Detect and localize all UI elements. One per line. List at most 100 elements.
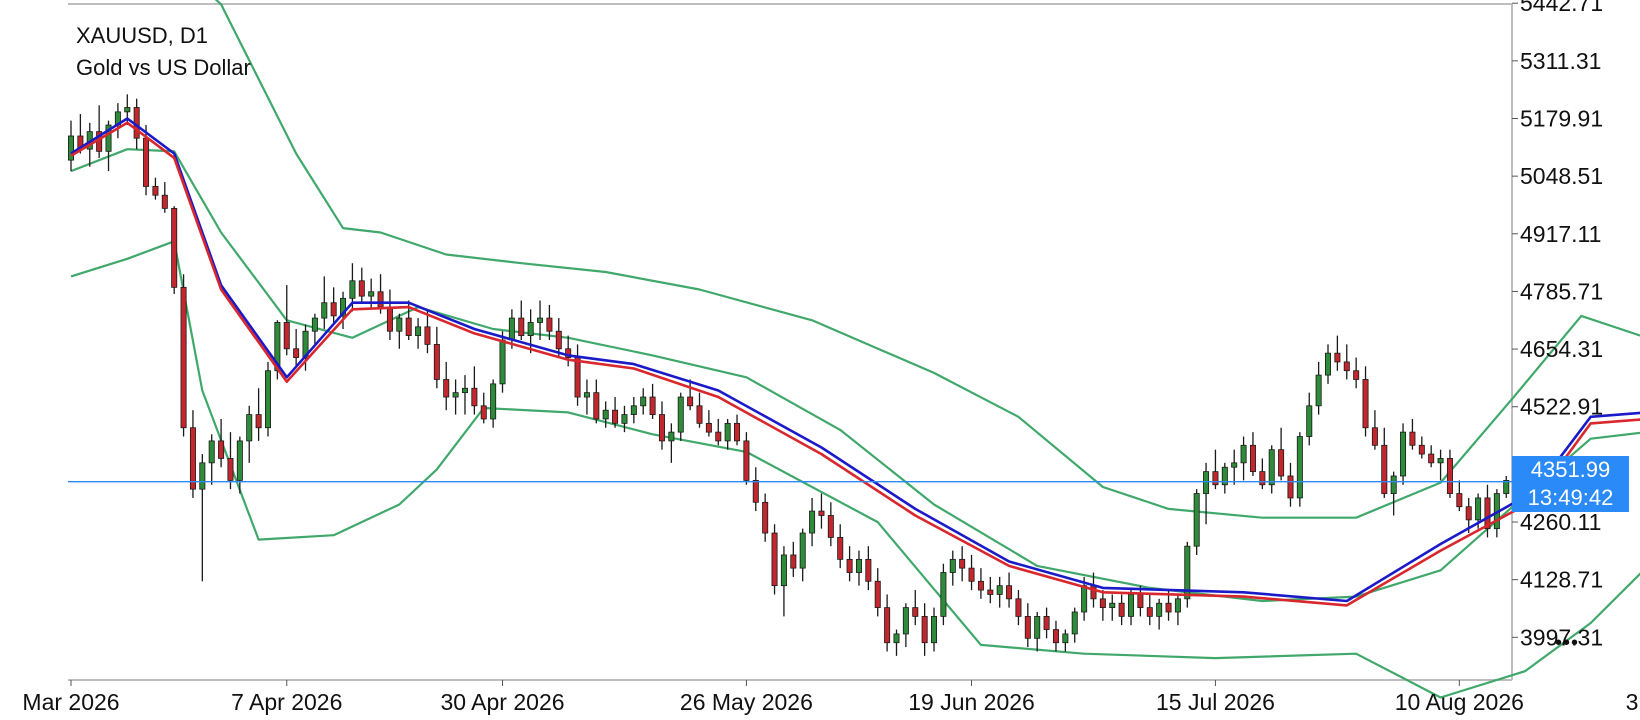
candle (1146, 594, 1153, 626)
candle-body (471, 387, 478, 407)
candle-body (996, 585, 1003, 595)
chart-frame (68, 3, 1513, 681)
candle (1306, 392, 1313, 446)
candle-body (264, 370, 271, 429)
candle-body (762, 501, 769, 534)
candle (1212, 449, 1219, 490)
candle-body (734, 422, 741, 442)
candle-body (1146, 607, 1153, 617)
current-price-value: 4351.99 (1530, 457, 1611, 482)
candle-body (330, 302, 337, 317)
candle-body (246, 414, 253, 442)
x-tick-label: 30 Apr 2026 (440, 689, 564, 715)
candle (658, 401, 665, 450)
candle-body (1268, 449, 1275, 486)
candle (771, 524, 778, 595)
candle (555, 318, 562, 358)
candle (1006, 572, 1013, 608)
y-tick-label: 4522.91 (1520, 394, 1603, 420)
candle-body (461, 387, 468, 394)
more-dots-icon[interactable]: ••• (1555, 632, 1580, 654)
candle-body (1371, 427, 1378, 446)
candle-body (443, 379, 450, 398)
candle (743, 432, 750, 485)
candle (1287, 462, 1294, 507)
candle (612, 397, 619, 428)
candle (940, 563, 947, 626)
candle-body (236, 440, 243, 481)
candle-body (358, 280, 365, 297)
candle (311, 313, 318, 345)
candle (1400, 423, 1407, 485)
candle-body (1034, 615, 1041, 639)
candle-body (1465, 506, 1472, 521)
candle (790, 541, 797, 577)
candle-body (940, 572, 947, 617)
candle-body (1203, 471, 1210, 494)
candle-body (537, 317, 544, 323)
candle (593, 379, 600, 424)
candle (837, 524, 844, 569)
candle-body (1240, 444, 1247, 464)
candle (461, 375, 468, 415)
candle-body (621, 414, 628, 424)
y-tick-label: 3997.31 (1520, 624, 1603, 650)
candle (1015, 590, 1022, 626)
candle (358, 267, 365, 303)
candle-body (705, 422, 712, 433)
candle (537, 300, 544, 340)
candle-body (687, 396, 694, 407)
candle-body (799, 532, 806, 569)
candle-body (1325, 352, 1332, 376)
candle (368, 278, 375, 310)
candle-body (565, 348, 572, 358)
price-axis: 5442.71 5311.31 5179.91 5048.51 4917.11 4785.… (1512, 0, 1603, 650)
candle-body (1090, 585, 1097, 600)
candle-body (1184, 545, 1191, 600)
candle (1390, 471, 1397, 516)
candle-body (977, 580, 984, 591)
candle (246, 405, 253, 463)
candle (687, 379, 694, 411)
candle (855, 550, 862, 586)
candle (1484, 484, 1491, 538)
candle (1446, 449, 1453, 498)
x-tick-label: 10 Aug 2026 (1395, 689, 1524, 715)
candle-body (1381, 444, 1388, 494)
candle (1174, 594, 1181, 626)
candle (874, 568, 881, 617)
candle (68, 120, 75, 172)
series-line-3 (70, 148, 1640, 603)
candle (630, 397, 637, 424)
candle-body (771, 532, 778, 587)
y-tick-label: 4654.31 (1520, 336, 1603, 362)
candle (602, 401, 609, 428)
candle-body (1128, 594, 1135, 617)
candle-body (1353, 370, 1360, 380)
candle (902, 603, 909, 648)
candle (1052, 620, 1059, 652)
y-tick-label: 4917.11 (1520, 221, 1601, 247)
x-tick-label: 3 Sep 2026 (1626, 689, 1640, 715)
x-tick-label: 19 Jun 2026 (908, 689, 1035, 715)
candle-body (1503, 479, 1510, 494)
candle (1428, 445, 1435, 468)
candle-body (527, 322, 534, 337)
candle-body (405, 317, 412, 337)
candle-body (124, 107, 131, 113)
candle (715, 418, 722, 446)
candle-body (1334, 352, 1341, 363)
candle (1128, 590, 1135, 626)
candle-body (696, 405, 703, 424)
candle-body (105, 124, 112, 152)
time-axis: Mar 2026 7 Apr 2026 30 Apr 2026 26 May 2026… (22, 680, 1640, 715)
candle-body (1118, 602, 1125, 617)
series-line-0 (70, 117, 1640, 603)
candle (321, 276, 328, 330)
candle-body (602, 409, 609, 420)
candle (264, 361, 271, 437)
candle (752, 467, 759, 512)
candle (1034, 612, 1041, 652)
candle (1268, 445, 1275, 494)
